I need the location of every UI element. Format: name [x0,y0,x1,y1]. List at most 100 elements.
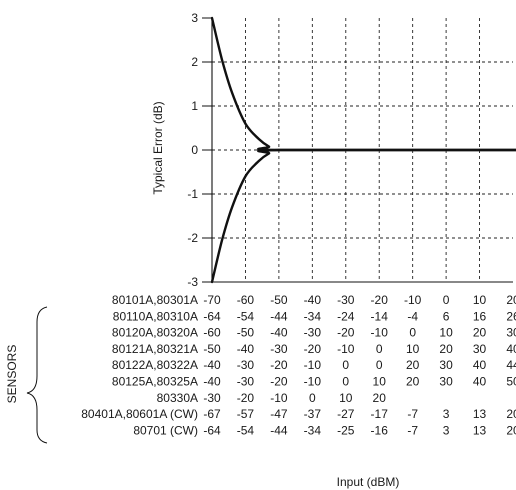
sensor-row: 80401A,80601A (CW) -67 -57 -47 -37 -27 -17 -7 3 1… [81,407,516,421]
input-value-cell: -34 [304,309,322,323]
input-value-cell: 16 [473,309,487,323]
input-value-cell: -40 [203,375,221,389]
sensor-row: 80101A,80301A -70 -60 -50 -40 -30 -20 -10 0 10 20 [112,293,516,307]
input-value-cell: -20 [270,358,288,372]
input-value-cell: 10 [406,342,420,356]
y-tick-label: 1 [191,99,198,113]
y-tick-label: -2 [187,231,198,245]
input-value-cell: -30 [237,358,255,372]
lower-error-curve [210,148,516,284]
sensor-name: 80110A,80310A [113,309,198,323]
input-value-cell: -10 [304,375,322,389]
sensor-rows: 80101A,80301A-70-60-50-40-30-20-10010208… [81,293,516,437]
input-value-cell: -54 [237,423,255,437]
sensors-group-label: SENSORS [5,345,19,404]
input-value-cell: -10 [270,391,288,405]
input-value-cell: -14 [371,309,389,323]
input-value-cell: 40 [473,375,487,389]
input-value-cell: -40 [203,358,221,372]
sensor-row: 80125A,80325A -40 -30 -20 -10 0 10 20 30 40 50 [112,375,516,389]
input-value-cell: 40 [473,358,487,372]
sensor-row: 80121A,80321A -50 -40 -30 -20 -10 0 10 20 30 40 [112,342,516,356]
input-value-cell: -57 [237,407,255,421]
sensor-row: 80120A,80320A -60 -50 -40 -30 -20 -10 0 10 20 30 [112,326,516,340]
input-value-cell: -70 [203,293,221,307]
input-value-cell: -25 [337,423,355,437]
input-value-cell: 0 [376,358,383,372]
input-value-cell: 26 [506,309,516,323]
input-value-cell: -64 [203,309,221,323]
input-value-cell: -20 [337,326,355,340]
y-tick-label: -3 [187,275,198,289]
input-value-cell: 10 [339,391,353,405]
input-value-cell: 6 [443,309,450,323]
input-value-cell: -30 [237,375,255,389]
sensor-name: 80120A,80320A [112,326,198,340]
input-value-cell: -10 [337,342,355,356]
input-value-cell: -20 [371,293,389,307]
input-value-cell: 44 [506,358,516,372]
input-value-cell: -7 [407,423,418,437]
sensor-brace [26,306,48,444]
input-value-cell: 30 [506,326,516,340]
input-value-cell: -47 [270,407,288,421]
input-value-cell: -44 [270,423,288,437]
input-value-cell: 13 [473,407,487,421]
input-value-cell: -40 [304,293,322,307]
input-value-cell: 0 [342,375,349,389]
input-value-cell: -50 [237,326,255,340]
input-value-cell: -10 [404,293,422,307]
input-value-cell: -16 [371,423,389,437]
y-tick-label: 0 [191,143,198,157]
input-value-cell: 10 [473,293,487,307]
input-value-cell: -10 [371,326,389,340]
sensor-name: 80125A,80325A [112,375,198,389]
input-value-cell: 20 [406,375,420,389]
input-value-cell: -20 [270,375,288,389]
input-value-cell: -30 [304,326,322,340]
sensor-row: 80110A,80310A -64 -54 -44 -34 -24 -14 -4 6 16 26 [113,309,516,323]
sensor-row: 80122A,80322A -40 -30 -20 -10 0 0 20 30 40 44 [112,358,516,372]
y-tick-label: 2 [191,55,198,69]
input-value-cell: -30 [203,391,221,405]
input-value-cell: -67 [203,407,221,421]
input-value-cell: -34 [304,423,322,437]
input-value-cell: 20 [439,342,453,356]
y-tick-label: -1 [187,187,198,201]
sensor-name: 80101A,80301A [112,293,198,307]
input-value-cell: -27 [337,407,355,421]
input-value-cell: 20 [373,391,387,405]
input-value-cell: -54 [237,309,255,323]
y-axis-ticks: 3 2 1 0 -1 -2 -3 [187,11,212,289]
input-value-cell: -60 [237,293,255,307]
y-tick-label: 3 [191,11,198,25]
input-value-cell: -20 [304,342,322,356]
input-value-cell: 0 [309,391,316,405]
input-value-cell: 10 [439,326,453,340]
input-value-cell: -50 [203,342,221,356]
input-value-cell: 13 [473,423,487,437]
input-value-cell: 20 [506,423,516,437]
input-value-cell: -30 [337,293,355,307]
input-value-cell: -30 [270,342,288,356]
input-value-cell: 50 [506,375,516,389]
input-value-cell: -10 [304,358,322,372]
input-value-cell: 0 [409,326,416,340]
input-value-cell: -44 [270,309,288,323]
input-value-cell: -17 [371,407,389,421]
input-value-cell: 0 [443,293,450,307]
input-value-cell: 3 [443,407,450,421]
input-value-cell: 10 [373,375,387,389]
x-axis-label: Input (dBM) [337,475,400,489]
input-value-cell: 30 [439,358,453,372]
sensor-name: 80701 (CW) [133,423,198,437]
upper-error-curve [210,16,516,152]
sensor-row: 80330A -30 -20 -10 0 10 20 [157,391,387,405]
sensor-name: 80401A,80601A (CW) [81,407,198,421]
y-axis-label: Typical Error (dB) [151,101,165,194]
input-value-cell: -60 [203,326,221,340]
input-value-cell: -24 [337,309,355,323]
